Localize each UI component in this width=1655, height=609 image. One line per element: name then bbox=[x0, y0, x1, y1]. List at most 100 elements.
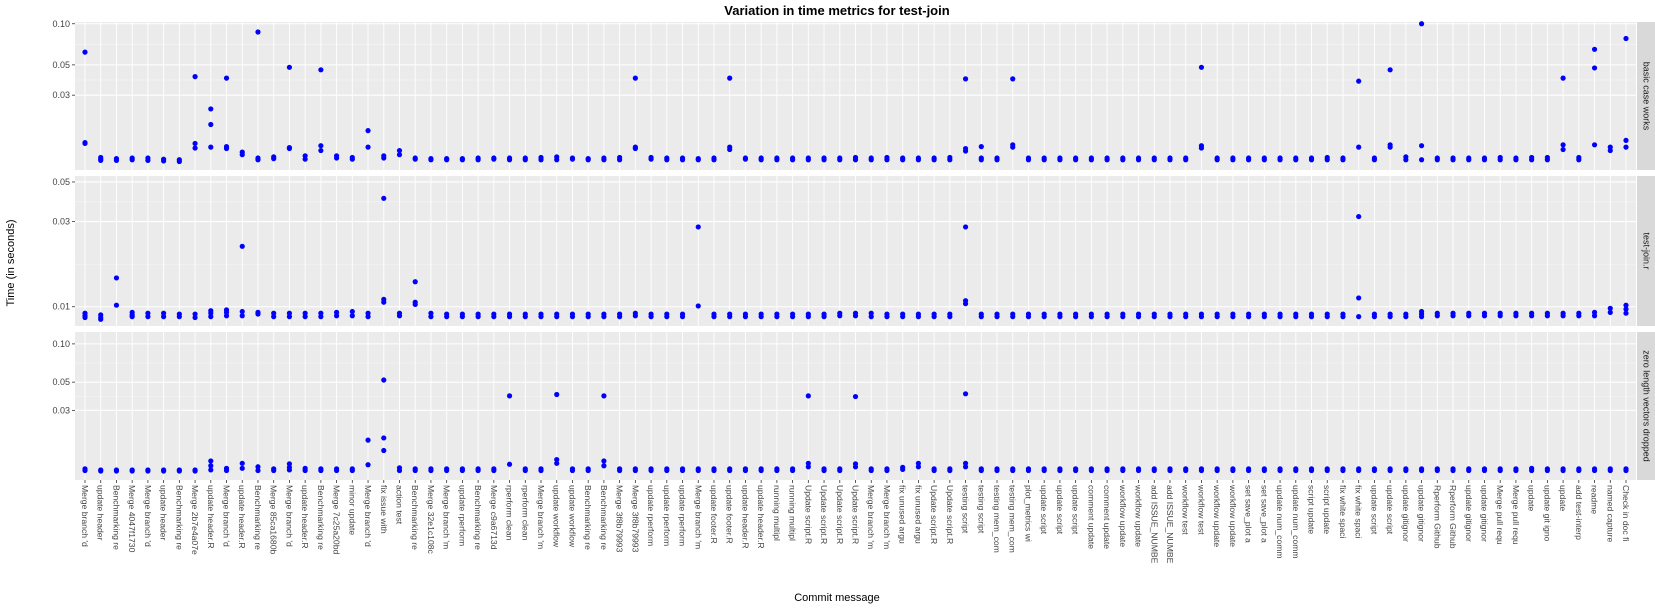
data-point bbox=[381, 377, 387, 383]
x-tick-label: script update bbox=[1307, 485, 1317, 534]
data-point bbox=[1607, 305, 1613, 311]
data-point bbox=[349, 308, 355, 315]
data-point bbox=[868, 157, 874, 163]
data-point bbox=[1591, 467, 1598, 474]
data-point bbox=[554, 391, 560, 398]
data-point bbox=[318, 147, 324, 154]
x-tick-label: workflow test bbox=[1196, 484, 1206, 535]
data-point bbox=[412, 467, 418, 474]
y-tick-label: 0.03 bbox=[52, 90, 70, 100]
data-point bbox=[1591, 46, 1598, 52]
data-point bbox=[821, 157, 827, 163]
data-point bbox=[1308, 314, 1315, 320]
x-tick-label: update header.R bbox=[740, 485, 750, 549]
x-tick-label: Benchmarking re bbox=[599, 485, 609, 550]
x-tick-label: Benchmarking re bbox=[410, 485, 420, 550]
data-point bbox=[1607, 309, 1613, 315]
data-point bbox=[1025, 157, 1032, 163]
data-point bbox=[601, 157, 607, 163]
x-tick-label: Merge 2b7e4a07e bbox=[190, 485, 200, 555]
data-point bbox=[271, 156, 277, 162]
data-point bbox=[1607, 147, 1613, 154]
data-point bbox=[1120, 157, 1126, 163]
data-point bbox=[994, 467, 1000, 474]
data-point bbox=[239, 243, 245, 249]
x-tick-label: update script bbox=[1039, 485, 1049, 535]
data-point bbox=[742, 314, 749, 320]
data-point bbox=[962, 301, 969, 307]
data-point bbox=[601, 463, 607, 469]
x-tick-label: Merge 4047f1730 bbox=[127, 485, 137, 553]
x-tick-label: update header.R bbox=[206, 485, 216, 549]
data-point bbox=[1230, 467, 1236, 474]
data-point bbox=[679, 314, 686, 320]
data-point bbox=[538, 467, 544, 474]
x-tick-label: update script bbox=[1071, 485, 1081, 535]
data-point bbox=[1151, 157, 1157, 163]
x-tick-label: rperform clean bbox=[520, 485, 530, 541]
data-point bbox=[113, 157, 120, 163]
data-point bbox=[1088, 157, 1094, 163]
data-point bbox=[758, 157, 764, 163]
data-point bbox=[1198, 314, 1205, 320]
x-tick-label: minor update bbox=[347, 485, 357, 535]
data-point bbox=[145, 157, 151, 163]
data-point bbox=[1277, 314, 1283, 320]
data-point bbox=[695, 467, 701, 474]
data-point bbox=[805, 314, 811, 320]
data-point bbox=[1418, 157, 1425, 163]
data-point bbox=[1513, 157, 1519, 163]
data-point bbox=[554, 460, 560, 466]
data-point bbox=[223, 313, 230, 319]
data-point bbox=[774, 157, 780, 163]
facet-strip bbox=[1637, 332, 1655, 480]
x-tick-label: update bbox=[1527, 485, 1537, 512]
x-tick-label: add test-interp bbox=[1574, 485, 1584, 540]
x-tick-label: update header.R bbox=[756, 485, 766, 549]
data-point bbox=[569, 314, 576, 320]
data-point bbox=[1529, 313, 1535, 319]
data-point bbox=[837, 313, 843, 319]
data-point bbox=[601, 314, 607, 320]
data-point bbox=[915, 314, 921, 320]
x-tick-label: workflow update bbox=[1118, 484, 1128, 547]
data-point bbox=[1623, 302, 1629, 308]
data-point bbox=[1010, 314, 1016, 320]
data-point bbox=[664, 314, 670, 320]
data-point bbox=[161, 314, 167, 320]
x-tick-label: update gitignor bbox=[1479, 485, 1489, 542]
data-point bbox=[459, 157, 465, 163]
data-point bbox=[412, 156, 418, 162]
data-point bbox=[318, 67, 324, 73]
data-point bbox=[601, 393, 607, 399]
data-point bbox=[617, 467, 623, 474]
data-point bbox=[978, 157, 984, 163]
x-tick-label: Benchmarking re bbox=[583, 485, 593, 550]
x-tick-label: update footer.R bbox=[709, 485, 719, 544]
data-point bbox=[176, 468, 182, 474]
data-point bbox=[318, 143, 324, 149]
data-point bbox=[412, 279, 418, 285]
data-point bbox=[1183, 314, 1189, 320]
data-point bbox=[648, 156, 654, 162]
data-point bbox=[1340, 314, 1346, 320]
chart-title: Variation in time metrics for test-join bbox=[724, 3, 949, 18]
x-tick-label: Rperform Github bbox=[1448, 485, 1458, 549]
data-point bbox=[1198, 467, 1205, 474]
data-point bbox=[1591, 142, 1598, 148]
data-point bbox=[1497, 313, 1503, 319]
data-point bbox=[302, 314, 308, 320]
data-point bbox=[444, 314, 450, 320]
data-point bbox=[255, 467, 261, 474]
data-point bbox=[223, 145, 230, 152]
y-tick-label: 0.10 bbox=[52, 19, 70, 29]
data-point bbox=[208, 314, 214, 320]
data-point bbox=[569, 156, 576, 162]
data-point bbox=[1466, 313, 1472, 319]
x-tick-label: update gitignor bbox=[1401, 485, 1411, 542]
data-point bbox=[333, 155, 340, 161]
data-point bbox=[381, 299, 387, 305]
data-point bbox=[962, 76, 969, 82]
x-tick-label: Merge 85ca1680b bbox=[269, 485, 279, 554]
